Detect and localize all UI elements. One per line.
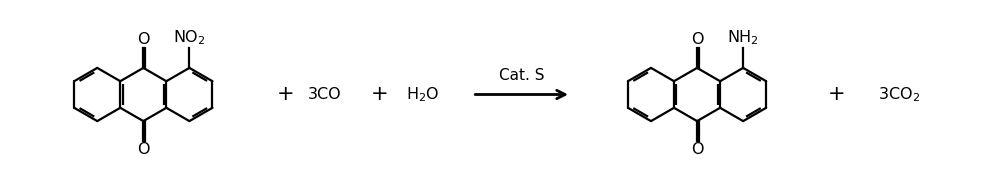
Text: O: O (691, 32, 703, 47)
Text: NH$_2$: NH$_2$ (727, 28, 759, 47)
Text: Cat. S: Cat. S (499, 68, 544, 83)
Text: O: O (137, 142, 150, 157)
Text: +: + (828, 84, 846, 105)
Text: NO$_2$: NO$_2$ (173, 28, 206, 47)
Text: 3CO: 3CO (308, 87, 341, 102)
Text: O: O (691, 142, 703, 157)
Text: O: O (137, 32, 150, 47)
Text: +: + (276, 84, 294, 105)
Text: +: + (371, 84, 389, 105)
Text: H$_2$O: H$_2$O (406, 85, 440, 104)
Text: 3CO$_2$: 3CO$_2$ (878, 85, 920, 104)
